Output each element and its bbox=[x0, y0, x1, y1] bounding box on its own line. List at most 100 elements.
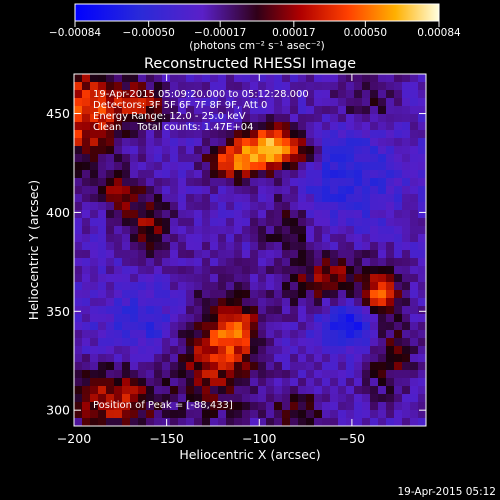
heatmap-cell bbox=[386, 362, 395, 371]
heatmap-cell bbox=[394, 202, 403, 211]
heatmap-cell bbox=[114, 194, 123, 203]
plot-frame bbox=[73, 73, 427, 427]
heatmap-cell bbox=[210, 282, 219, 291]
heatmap-cell bbox=[290, 354, 299, 363]
heatmap-cell bbox=[82, 250, 91, 259]
heatmap-cell bbox=[346, 330, 355, 339]
heatmap-cell bbox=[122, 418, 131, 426]
heatmap-cell bbox=[114, 274, 123, 283]
heatmap-cell bbox=[282, 146, 291, 155]
heatmap-cell bbox=[354, 234, 363, 243]
heatmap-cell bbox=[210, 322, 219, 331]
heatmap-cell bbox=[394, 378, 403, 387]
heatmap-cell bbox=[298, 106, 307, 115]
heatmap-cell bbox=[154, 266, 163, 275]
heatmap-cell bbox=[202, 234, 211, 243]
heatmap-cell bbox=[322, 338, 331, 347]
heatmap-cell bbox=[202, 114, 211, 123]
heatmap-cell bbox=[418, 354, 426, 363]
heatmap-cell bbox=[306, 130, 315, 139]
heatmap-cell bbox=[266, 338, 275, 347]
heatmap-cell bbox=[346, 162, 355, 171]
heatmap-cell bbox=[74, 362, 83, 371]
heatmap-cell bbox=[154, 298, 163, 307]
heatmap-cell bbox=[410, 354, 419, 363]
heatmap-cell bbox=[146, 330, 155, 339]
heatmap-cell bbox=[130, 418, 139, 426]
heatmap-cell bbox=[298, 98, 307, 107]
heatmap-cell bbox=[306, 338, 315, 347]
heatmap-cell bbox=[218, 418, 227, 426]
heatmap-cell bbox=[162, 330, 171, 339]
heatmap-cell bbox=[178, 266, 187, 275]
heatmap-cell bbox=[330, 74, 339, 83]
heatmap-cell bbox=[234, 162, 243, 171]
heatmap-cell bbox=[234, 378, 243, 387]
colorbar-units: (photons cm⁻² s⁻¹ asec⁻²) bbox=[189, 40, 324, 52]
heatmap-cell bbox=[370, 138, 379, 147]
heatmap-cell bbox=[106, 258, 115, 267]
heatmap-cell bbox=[106, 322, 115, 331]
heatmap-cell bbox=[98, 130, 107, 139]
heatmap-cell bbox=[194, 266, 203, 275]
heatmap-cell bbox=[298, 218, 307, 227]
heatmap-cell bbox=[258, 210, 267, 219]
heatmap-cell bbox=[106, 194, 115, 203]
heatmap-cell bbox=[242, 386, 251, 395]
heatmap-cell bbox=[234, 202, 243, 211]
heatmap-cell bbox=[186, 226, 195, 235]
heatmap-cell bbox=[306, 122, 315, 131]
heatmap-cell bbox=[234, 218, 243, 227]
heatmap-cell bbox=[242, 290, 251, 299]
heatmap-cell bbox=[194, 170, 203, 179]
heatmap-cell bbox=[114, 314, 123, 323]
heatmap-cell bbox=[90, 74, 99, 83]
heatmap-cell bbox=[98, 282, 107, 291]
heatmap-cell bbox=[234, 306, 243, 315]
heatmap-cell bbox=[138, 362, 147, 371]
heatmap-cell bbox=[266, 274, 275, 283]
heatmap-cell bbox=[226, 298, 235, 307]
heatmap-cell bbox=[242, 378, 251, 387]
heatmap-cell bbox=[154, 402, 163, 411]
heatmap-cell bbox=[178, 226, 187, 235]
heatmap-cell bbox=[386, 378, 395, 387]
heatmap-cell bbox=[306, 138, 315, 147]
heatmap-cell bbox=[170, 370, 179, 379]
heatmap-cell bbox=[402, 218, 411, 227]
heatmap-cell bbox=[362, 330, 371, 339]
heatmap-cell bbox=[162, 274, 171, 283]
heatmap-cell bbox=[250, 242, 259, 251]
heatmap-cell bbox=[98, 402, 107, 411]
heatmap-cell bbox=[282, 258, 291, 267]
heatmap-cell bbox=[378, 330, 387, 339]
heatmap-cell bbox=[194, 154, 203, 163]
heatmap-cell bbox=[274, 402, 283, 411]
heatmap-cell bbox=[402, 306, 411, 315]
heatmap-cell bbox=[178, 322, 187, 331]
heatmap-cell bbox=[322, 210, 331, 219]
heatmap-cell bbox=[98, 218, 107, 227]
heatmap-cell bbox=[314, 250, 323, 259]
heatmap-cell bbox=[314, 130, 323, 139]
heatmap-cell bbox=[370, 370, 379, 379]
heatmap-cell bbox=[354, 162, 363, 171]
heatmap-cell bbox=[410, 82, 419, 91]
heatmap-cell bbox=[386, 194, 395, 203]
heatmap-cell bbox=[194, 106, 203, 115]
heatmap-cell bbox=[170, 138, 179, 147]
heatmap-cell bbox=[114, 418, 123, 426]
y-axis-label: Heliocentric Y (arcsec) bbox=[26, 180, 41, 320]
heatmap-cell bbox=[234, 226, 243, 235]
heatmap-cell bbox=[170, 418, 179, 426]
heatmap-cell bbox=[418, 234, 426, 243]
heatmap-cell bbox=[122, 82, 131, 91]
heatmap-cell bbox=[282, 234, 291, 243]
heatmap-cell bbox=[90, 82, 99, 91]
heatmap-cell bbox=[338, 98, 347, 107]
heatmap-cell bbox=[202, 258, 211, 267]
heatmap-cell bbox=[218, 378, 227, 387]
heatmap-cell bbox=[146, 210, 155, 219]
heatmap-cell bbox=[154, 170, 163, 179]
heatmap-cell bbox=[114, 250, 123, 259]
